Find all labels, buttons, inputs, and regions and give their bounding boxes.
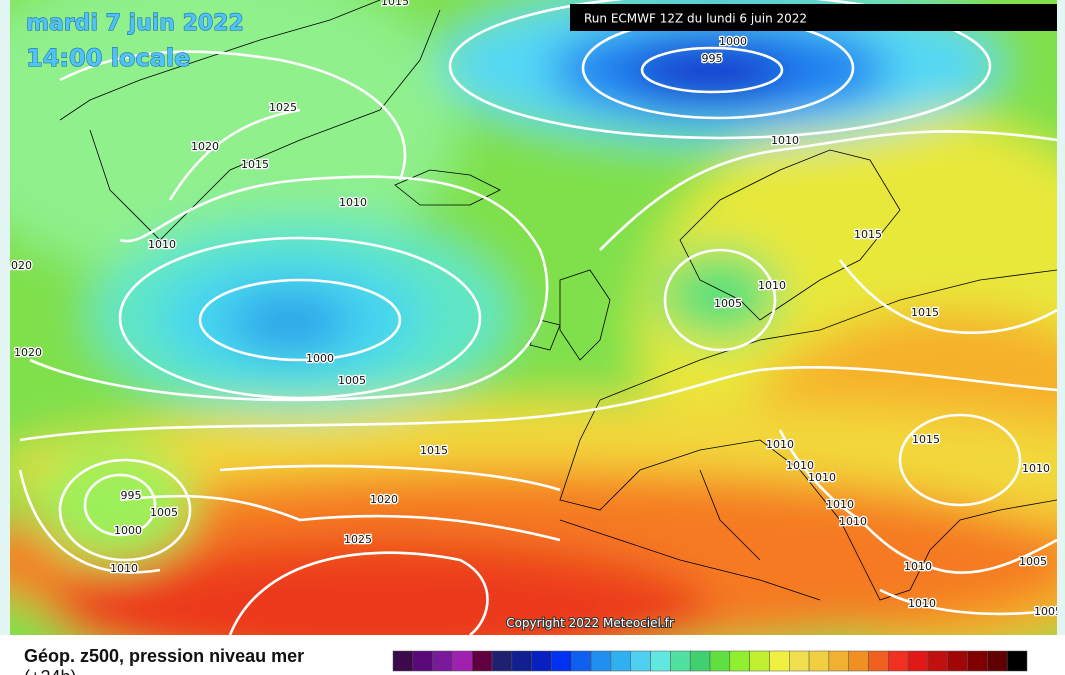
isobar-label: 1005	[150, 506, 178, 519]
isobar-label: 1010	[1022, 462, 1050, 475]
isobar-label: 1015	[420, 444, 448, 457]
isobar-label: 1010	[110, 562, 138, 575]
color-swatch	[789, 650, 810, 672]
isobar-label: 1010	[148, 238, 176, 251]
isobar-label: 1010	[839, 515, 867, 528]
isobar-label: 995	[121, 489, 142, 502]
color-swatch	[709, 650, 731, 672]
color-swatch	[808, 650, 830, 672]
isobar-label: 1000	[719, 35, 747, 48]
color-scale	[392, 650, 1028, 672]
color-swatch	[729, 650, 750, 672]
color-swatch	[828, 650, 849, 672]
color-swatch	[947, 650, 968, 672]
isobar-label: 1025	[344, 533, 372, 546]
color-swatch	[848, 650, 869, 672]
color-swatch	[749, 650, 770, 672]
color-swatch	[610, 650, 631, 672]
isobar-label: 995	[702, 52, 723, 65]
legend-subtitle: (+24h)	[24, 667, 77, 675]
color-swatch	[927, 650, 948, 672]
run-label: Run ECMWF 12Z du lundi 6 juin 2022	[584, 12, 807, 26]
isobar-label: 1015	[854, 228, 882, 241]
color-swatch	[630, 650, 651, 672]
color-swatch	[412, 650, 433, 672]
date-label: mardi 7 juin 2022	[26, 11, 244, 36]
isobar-label: 1010	[766, 438, 794, 451]
color-swatch	[650, 650, 671, 672]
isobar-label: 1005	[338, 374, 366, 387]
legend-title: Géop. z500, pression niveau mer	[24, 646, 304, 666]
isobar-label: 1020	[191, 140, 219, 153]
color-swatch	[551, 650, 572, 672]
copyright: Copyright 2022 Meteociel.fr	[506, 616, 674, 630]
isobar-label: 1010	[339, 196, 367, 209]
color-swatch	[769, 650, 790, 672]
color-swatch	[452, 650, 473, 672]
isobar-label: 1015	[912, 433, 940, 446]
time-label: 14:00 locale	[26, 44, 190, 72]
color-swatch	[491, 650, 513, 672]
color-swatch	[967, 650, 988, 672]
color-swatch	[571, 650, 592, 672]
isobar-label: 1000	[114, 524, 142, 537]
color-swatch	[689, 650, 711, 672]
color-swatch	[472, 650, 493, 672]
color-swatch	[888, 650, 909, 672]
color-swatch	[392, 650, 414, 672]
isobar-label: 1000	[306, 352, 334, 365]
color-swatch	[1006, 650, 1028, 672]
isobar-label: 1010	[786, 459, 814, 472]
isobars	[18, 0, 1057, 635]
isobar-label: 1010	[826, 498, 854, 511]
isobar-label: 1015	[381, 0, 409, 8]
color-swatch	[590, 650, 612, 672]
color-swatch	[511, 650, 532, 672]
isobar-label: 1010	[758, 279, 786, 292]
isobar-label: 1020	[4, 259, 32, 272]
isobar-label: 1015	[241, 158, 269, 171]
coastlines	[59, 0, 1057, 601]
isobar-label: 1020	[14, 346, 42, 359]
color-swatch	[531, 650, 552, 672]
color-swatch	[432, 650, 453, 672]
isobar-label: 1010	[908, 597, 936, 610]
run-banner	[570, 4, 1057, 31]
isobar-label: 1005	[714, 297, 742, 310]
isobar-label: 1025	[269, 101, 297, 114]
isobar-label: 1010	[808, 471, 836, 484]
color-swatch	[907, 650, 929, 672]
isobar-label: 1010	[771, 134, 799, 147]
isobar-label: 1010	[904, 560, 932, 573]
isobar-label: 1020	[370, 493, 398, 506]
isobar-label: 1015	[911, 306, 939, 319]
isobar-label: 1005	[1019, 555, 1047, 568]
color-swatch	[868, 650, 889, 672]
color-swatch	[987, 650, 1008, 672]
color-swatch	[670, 650, 691, 672]
isobar-label: 1005	[1034, 605, 1062, 618]
